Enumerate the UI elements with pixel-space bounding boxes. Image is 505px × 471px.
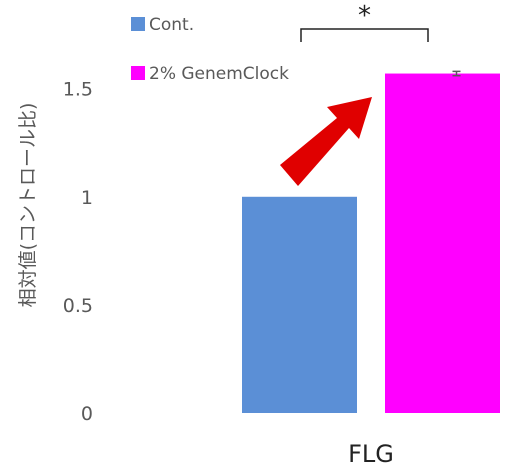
- legend: Cont. 2% GenemClock: [131, 15, 289, 84]
- x-axis: FLG: [348, 440, 394, 468]
- bars: [242, 70, 500, 414]
- highlight-arrow: [280, 97, 372, 186]
- y-axis-label: 相対値(コントロール比): [17, 103, 39, 308]
- significance-mark: *: [358, 1, 371, 31]
- y-tick-label: 1: [81, 187, 93, 209]
- legend-item: Cont.: [131, 15, 194, 35]
- y-axis: 0 0.5 1 1.5: [63, 79, 93, 425]
- y-tick-label: 0: [81, 403, 93, 425]
- legend-label: 2% GenemClock: [149, 64, 289, 84]
- bar-control: [242, 196, 357, 413]
- significance-bracket: *: [300, 1, 429, 42]
- bracket-line: [300, 28, 429, 42]
- y-tick-label: 0.5: [63, 295, 93, 317]
- legend-item: 2% GenemClock: [131, 64, 289, 84]
- error-bar: [452, 70, 461, 77]
- legend-label: Cont.: [149, 15, 194, 35]
- legend-swatch: [131, 17, 145, 31]
- legend-swatch: [131, 66, 145, 80]
- y-tick-label: 1.5: [63, 79, 93, 101]
- x-category-label: FLG: [348, 440, 394, 467]
- bar-treatment: [385, 73, 500, 414]
